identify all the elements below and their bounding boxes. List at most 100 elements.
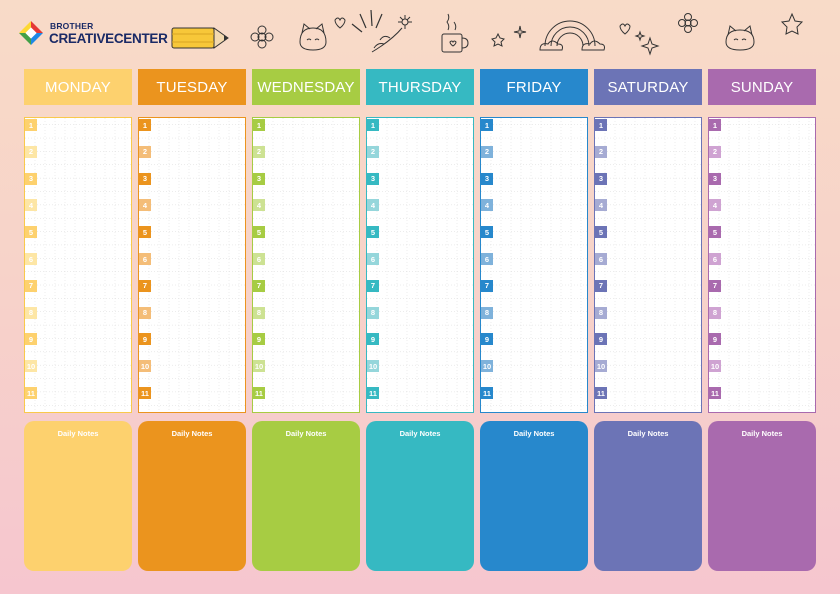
heart-icon [619, 23, 631, 35]
time-slot-number: 7 [25, 279, 37, 292]
flower-icon [678, 13, 698, 33]
time-slot-number: 11 [139, 387, 151, 399]
time-slot-number: 6 [709, 253, 721, 265]
flowers-icon [371, 15, 412, 53]
time-slot-number: 9 [595, 333, 607, 346]
schedule-grid[interactable]: 1 2 3 4 5 6 7 8 9 10 11 [708, 117, 816, 413]
time-slot-number: 5 [139, 226, 151, 239]
time-slot-number: 11 [253, 387, 265, 399]
time-slot-number: 1 [595, 119, 607, 131]
dot-grid [367, 118, 473, 412]
time-slot-number: 1 [367, 119, 379, 131]
time-slot-number: 11 [25, 387, 37, 399]
cat-face-icon [725, 25, 755, 51]
time-slot-number: 4 [367, 199, 379, 212]
daily-notes-box[interactable]: Daily Notes [366, 421, 474, 571]
time-slot-number: 5 [367, 226, 379, 239]
pencil-icon [171, 27, 229, 49]
schedule-grid[interactable]: 1 2 3 4 5 6 7 8 9 10 11 [24, 117, 132, 413]
daily-notes-box[interactable]: Daily Notes [24, 421, 132, 571]
time-slot-number: 7 [709, 279, 721, 292]
time-slot-number: 3 [709, 172, 721, 185]
brother-logo-mark-icon [19, 21, 43, 45]
doodle-strip [171, 9, 804, 56]
time-slot-number: 1 [25, 119, 37, 131]
dot-grid [709, 118, 815, 412]
time-slot-number: 11 [709, 387, 721, 399]
time-slot-number: 1 [253, 119, 265, 131]
time-slot-number: 3 [253, 172, 265, 185]
schedule-grid[interactable]: 1 2 3 4 5 6 7 8 9 10 11 [366, 117, 474, 413]
day-column-monday: MONDAY 1 2 3 4 5 6 7 8 9 10 11 Daily Notes [24, 69, 132, 571]
time-slot-number: 1 [709, 119, 721, 131]
daily-notes-box[interactable]: Daily Notes [480, 421, 588, 571]
daily-notes-box[interactable]: Daily Notes [138, 421, 246, 571]
dot-grid [481, 118, 587, 412]
daily-notes-label: Daily Notes [399, 429, 441, 438]
time-slot-number: 8 [253, 306, 265, 319]
brand-line1: BROTHER [50, 21, 94, 31]
burst-lines-icon [351, 9, 383, 33]
stars-icon [491, 25, 527, 47]
dot-grid [139, 118, 245, 412]
time-slot-number: 7 [367, 279, 379, 292]
time-slot-number: 3 [595, 172, 607, 185]
time-slot-number: 8 [25, 306, 37, 319]
time-slot-number: 5 [25, 226, 37, 239]
time-slot-number: 4 [481, 199, 493, 212]
time-slot-number: 1 [139, 119, 151, 131]
time-slot-number: 9 [25, 333, 37, 346]
daily-notes-label: Daily Notes [171, 429, 213, 438]
time-slot-number: 3 [481, 172, 493, 185]
daily-notes-label: Daily Notes [57, 429, 99, 438]
daily-notes-label: Daily Notes [285, 429, 327, 438]
time-slot-number: 11 [595, 387, 607, 399]
star-icon [780, 12, 804, 35]
time-slot-number: 11 [481, 387, 493, 399]
time-slot-number: 4 [595, 199, 607, 212]
schedule-grid[interactable]: 1 2 3 4 5 6 7 8 9 10 11 [252, 117, 360, 413]
day-header: FRIDAY [480, 69, 588, 105]
cat-face-icon [299, 23, 327, 51]
daily-notes-box[interactable]: Daily Notes [252, 421, 360, 571]
daily-notes-box[interactable]: Daily Notes [708, 421, 816, 571]
dot-grid [253, 118, 359, 412]
time-slot-number: 1 [481, 119, 493, 131]
time-slot-number: 6 [481, 253, 493, 265]
time-slot-number: 8 [367, 306, 379, 319]
time-slot-number: 10 [595, 360, 607, 373]
time-slot-number: 2 [367, 145, 379, 158]
time-slot-number: 9 [253, 333, 265, 346]
time-slot-number: 8 [595, 306, 607, 319]
time-slot-number: 6 [595, 253, 607, 265]
time-slot-number: 5 [253, 226, 265, 239]
day-column-thursday: THURSDAY 1 2 3 4 5 6 7 8 9 10 11 Daily Notes [366, 69, 474, 571]
time-slot-number: 6 [25, 253, 37, 265]
time-slot-number: 8 [481, 306, 493, 319]
heart-icon [334, 17, 346, 29]
day-header: WEDNESDAY [252, 69, 360, 105]
time-slot-number: 10 [139, 360, 151, 373]
daily-notes-label: Daily Notes [513, 429, 555, 438]
daily-notes-box[interactable]: Daily Notes [594, 421, 702, 571]
time-slot-number: 2 [709, 145, 721, 158]
time-slot-number: 2 [25, 145, 37, 158]
day-column-saturday: SATURDAY 1 2 3 4 5 6 7 8 9 10 11 Daily Notes [594, 69, 702, 571]
time-slot-number: 11 [367, 387, 379, 399]
time-slot-number: 6 [139, 253, 151, 265]
time-slot-number: 10 [481, 360, 493, 373]
schedule-grid[interactable]: 1 2 3 4 5 6 7 8 9 10 11 [480, 117, 588, 413]
time-slot-number: 3 [139, 172, 151, 185]
schedule-grid[interactable]: 1 2 3 4 5 6 7 8 9 10 11 [594, 117, 702, 413]
time-slot-number: 10 [709, 360, 721, 373]
time-slot-number: 9 [709, 333, 721, 346]
day-column-friday: FRIDAY 1 2 3 4 5 6 7 8 9 10 11 Daily Notes [480, 69, 588, 571]
flower-icon [250, 25, 274, 49]
time-slot-number: 3 [367, 172, 379, 185]
time-slot-number: 8 [709, 306, 721, 319]
day-header: SUNDAY [708, 69, 816, 105]
day-header: TUESDAY [138, 69, 246, 105]
schedule-grid[interactable]: 1 2 3 4 5 6 7 8 9 10 11 [138, 117, 246, 413]
day-column-tuesday: TUESDAY 1 2 3 4 5 6 7 8 9 10 11 Daily Notes [138, 69, 246, 571]
time-slot-number: 10 [25, 360, 37, 373]
